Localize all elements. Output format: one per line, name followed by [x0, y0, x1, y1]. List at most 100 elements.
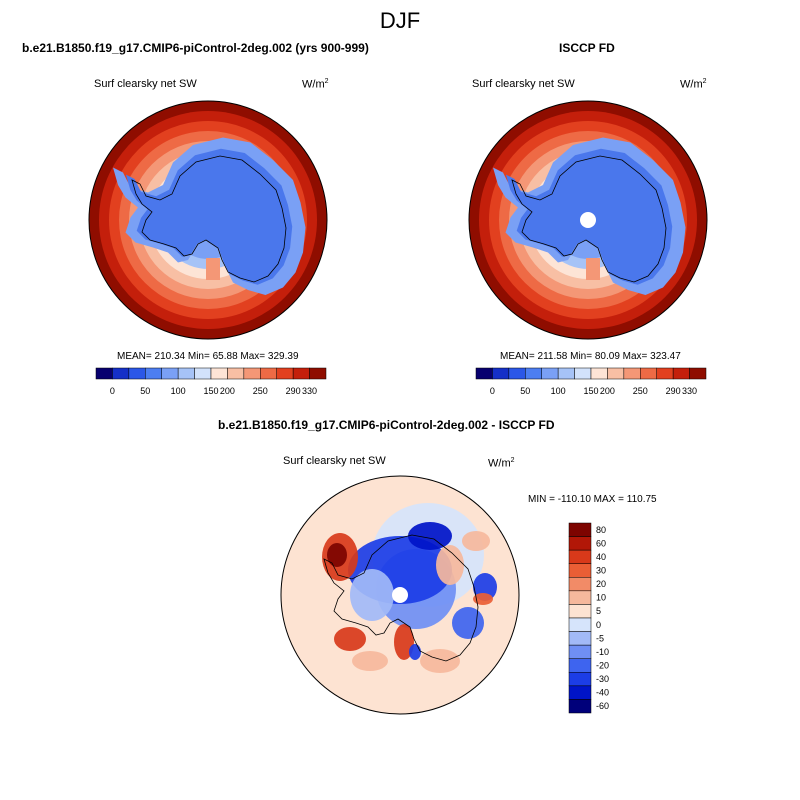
- colorbar-swatch: [276, 367, 294, 380]
- colorbar-swatch: [161, 367, 179, 380]
- antarctica-coastline: [511, 155, 667, 283]
- colorbar-swatch: [568, 563, 592, 578]
- pole-hole: [580, 212, 596, 228]
- colorbar-swatch: [260, 367, 277, 380]
- colorbar-tick-label: 10: [596, 593, 606, 603]
- colorbar-tick-label: -40: [596, 688, 609, 698]
- colorbar-swatch: [568, 590, 592, 605]
- panel-diff-stats: MIN = -110.10 MAX = 110.75: [528, 494, 657, 505]
- diff-anomaly-region: [420, 649, 460, 673]
- antarctica-coastline: [131, 155, 287, 283]
- colorbar-model: 0 50 100 150 200 250 290 330: [95, 367, 327, 396]
- colorbar-tick-label: 100: [171, 386, 186, 396]
- diff-anomaly-region: [408, 522, 452, 550]
- diff-anomaly-region: [394, 624, 414, 660]
- colorbar-tick-label: 30: [596, 566, 606, 576]
- colorbar-swatch: [557, 367, 575, 380]
- pole-hole: [392, 587, 408, 603]
- colorbar-tick-label: 0: [490, 386, 495, 396]
- colorbar-swatch: [568, 536, 592, 551]
- diff-anomaly-region: [409, 644, 421, 660]
- colorbar-swatch: [243, 367, 261, 380]
- colorbar-tick-label: 330: [682, 386, 697, 396]
- map-boundary: [88, 100, 328, 340]
- colorbar-obs: 0 50 100 150 200 250 290 330: [475, 367, 707, 396]
- colorbar-swatch: [574, 367, 592, 380]
- diff-anomaly-region: [352, 651, 388, 671]
- colorbar-swatch: [112, 367, 130, 380]
- diff-anomaly-region: [473, 593, 493, 605]
- colorbar-swatch: [568, 644, 592, 659]
- colorbar-tick-label: 250: [633, 386, 648, 396]
- antarctica-coastline: [323, 534, 479, 662]
- colorbar-tick-label: 80: [596, 525, 606, 535]
- ross-sea-warm-patch: [586, 258, 600, 280]
- colorbar-swatch: [590, 367, 608, 380]
- panel-diff-field: Surf clearsky net SW: [283, 455, 386, 467]
- colorbar-swatch: [568, 522, 592, 537]
- colorbar-tick-label: 290: [286, 386, 301, 396]
- colorbar-swatch: [177, 367, 195, 380]
- colorbar-swatch: [568, 617, 592, 632]
- colorbar-tick-label: 20: [596, 579, 606, 589]
- colorbar-tick-label: -5: [596, 633, 604, 643]
- colorbar-tick-label: 250: [253, 386, 268, 396]
- panel-obs-field: Surf clearsky net SW: [472, 78, 575, 90]
- polar-map-model: [88, 100, 328, 340]
- colorbar-swatch: [607, 367, 625, 380]
- panel-diff-units: W/m2: [488, 457, 515, 470]
- colorbar-swatch: [568, 658, 592, 673]
- diff-anomaly-region: [462, 531, 490, 551]
- colorbar-tick-label: 5: [596, 606, 601, 616]
- colorbar-tick-label: 50: [140, 386, 150, 396]
- panel-obs-units: W/m2: [680, 78, 707, 91]
- colorbar-tick-label: -20: [596, 661, 609, 671]
- diff-anomaly-region: [334, 627, 366, 651]
- colorbar-swatch: [95, 367, 113, 380]
- colorbar-tick-label: -30: [596, 674, 609, 684]
- colorbar-swatch: [492, 367, 510, 380]
- ross-sea-warm-patch: [206, 258, 220, 280]
- colorbar-tick-label: 330: [302, 386, 317, 396]
- colorbar-tick-label: 150: [583, 386, 598, 396]
- colorbar-tick-label: -60: [596, 701, 609, 711]
- panel-model-units: W/m2: [302, 78, 329, 91]
- colorbar-tick-label: 100: [551, 386, 566, 396]
- antarctica-surface: [125, 148, 293, 285]
- colorbar-swatch: [568, 577, 592, 592]
- colorbar-swatch: [194, 367, 212, 380]
- panel-model-title: b.e21.B1850.f19_g17.CMIP6-piControl-2deg…: [22, 41, 369, 55]
- colorbar-tick-label: 290: [666, 386, 681, 396]
- colorbar-swatch: [568, 549, 592, 564]
- colorbar-swatch: [210, 367, 228, 380]
- colorbar-tick-label: -10: [596, 647, 609, 657]
- panel-obs-title: ISCCP FD: [559, 41, 615, 55]
- colorbar-tick-label: 50: [520, 386, 530, 396]
- colorbar-swatch: [623, 367, 641, 380]
- colorbar-swatch: [568, 699, 592, 714]
- colorbar-swatch: [656, 367, 674, 380]
- colorbar-tick-label: 60: [596, 538, 606, 548]
- panel-diff-title: b.e21.B1850.f19_g17.CMIP6-piControl-2deg…: [218, 418, 555, 432]
- colorbar-tick-label: 0: [110, 386, 115, 396]
- colorbar-swatch: [672, 367, 690, 380]
- colorbar-swatch: [292, 367, 310, 380]
- colorbar-swatch: [568, 672, 592, 687]
- colorbar-swatch: [145, 367, 162, 380]
- colorbar-swatch: [309, 367, 327, 380]
- panel-model-field: Surf clearsky net SW: [94, 78, 197, 90]
- colorbar-tick-label: 0: [596, 620, 601, 630]
- diff-anomaly-region: [436, 545, 464, 585]
- panel-obs-stats: MEAN= 211.58 Min= 80.09 Max= 323.47: [500, 351, 681, 362]
- colorbar-swatch: [568, 604, 592, 619]
- colorbar-tick-label: 200: [220, 386, 235, 396]
- colorbar-swatch: [128, 367, 146, 380]
- polar-map-diff: [280, 475, 520, 715]
- diff-anomaly-region: [327, 543, 347, 567]
- colorbar-swatch: [568, 685, 592, 700]
- diff-anomaly-region: [350, 569, 394, 621]
- colorbar-swatch: [568, 631, 592, 646]
- colorbar-tick-label: 40: [596, 552, 606, 562]
- colorbar-swatch: [525, 367, 542, 380]
